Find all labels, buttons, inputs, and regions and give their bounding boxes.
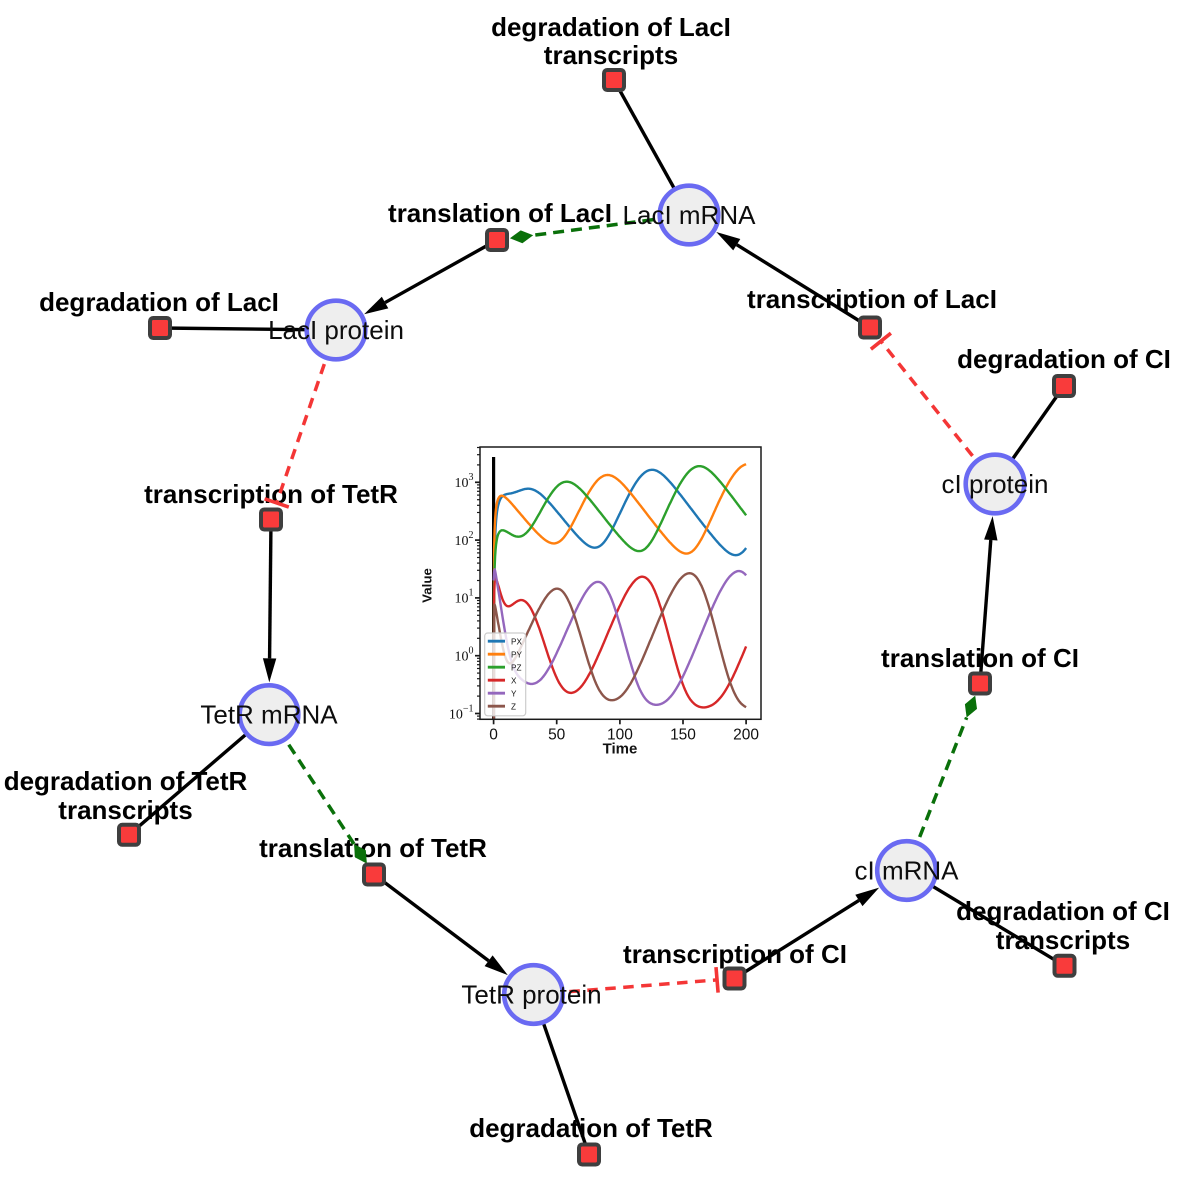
svg-text:degradation of CI: degradation of CI (957, 344, 1171, 374)
svg-text:10: 10 (455, 534, 469, 549)
svg-text:degradation of TetR: degradation of TetR (469, 1113, 713, 1143)
svg-text:Z: Z (511, 702, 516, 711)
svg-text:100: 100 (607, 726, 633, 743)
svg-text:PX: PX (511, 637, 522, 646)
svg-text:LacI mRNA: LacI mRNA (623, 200, 757, 230)
svg-text:LacI protein: LacI protein (268, 315, 404, 345)
svg-text:3: 3 (469, 472, 474, 483)
svg-text:transcription of LacI: transcription of LacI (747, 284, 997, 314)
svg-text:10: 10 (455, 650, 469, 665)
svg-text:transcription of CI: transcription of CI (623, 939, 847, 969)
svg-text:degradation of TetR: degradation of TetR (4, 766, 248, 796)
svg-text:TetR protein: TetR protein (461, 980, 601, 1010)
svg-text:1: 1 (469, 588, 474, 599)
svg-text:degradation of LacI: degradation of LacI (39, 287, 279, 317)
svg-text:translation of TetR: translation of TetR (259, 833, 487, 863)
svg-text:Value: Value (420, 568, 435, 603)
svg-text:50: 50 (548, 726, 566, 743)
svg-text:translation of LacI: translation of LacI (388, 198, 612, 228)
svg-text:X: X (511, 676, 517, 685)
svg-text:2: 2 (469, 530, 474, 541)
svg-text:150: 150 (670, 726, 696, 743)
svg-text:transcription of TetR: transcription of TetR (144, 479, 398, 509)
svg-text:10: 10 (455, 592, 469, 607)
svg-text:degradation of LacI: degradation of LacI (491, 12, 731, 42)
svg-text:10: 10 (449, 707, 463, 722)
svg-text:transcripts: transcripts (544, 40, 678, 70)
svg-text:0: 0 (489, 726, 498, 743)
svg-text:−1: −1 (463, 703, 474, 714)
svg-text:0: 0 (469, 646, 474, 657)
svg-text:PZ: PZ (511, 663, 521, 672)
svg-text:TetR mRNA: TetR mRNA (200, 700, 338, 730)
svg-text:cI mRNA: cI mRNA (855, 856, 960, 886)
svg-text:cI protein: cI protein (942, 469, 1049, 499)
svg-text:transcripts: transcripts (996, 925, 1130, 955)
svg-text:200: 200 (733, 726, 759, 743)
svg-text:10: 10 (455, 476, 469, 491)
svg-text:PY: PY (511, 650, 522, 659)
svg-text:Time: Time (603, 741, 638, 758)
svg-text:Y: Y (511, 689, 517, 698)
